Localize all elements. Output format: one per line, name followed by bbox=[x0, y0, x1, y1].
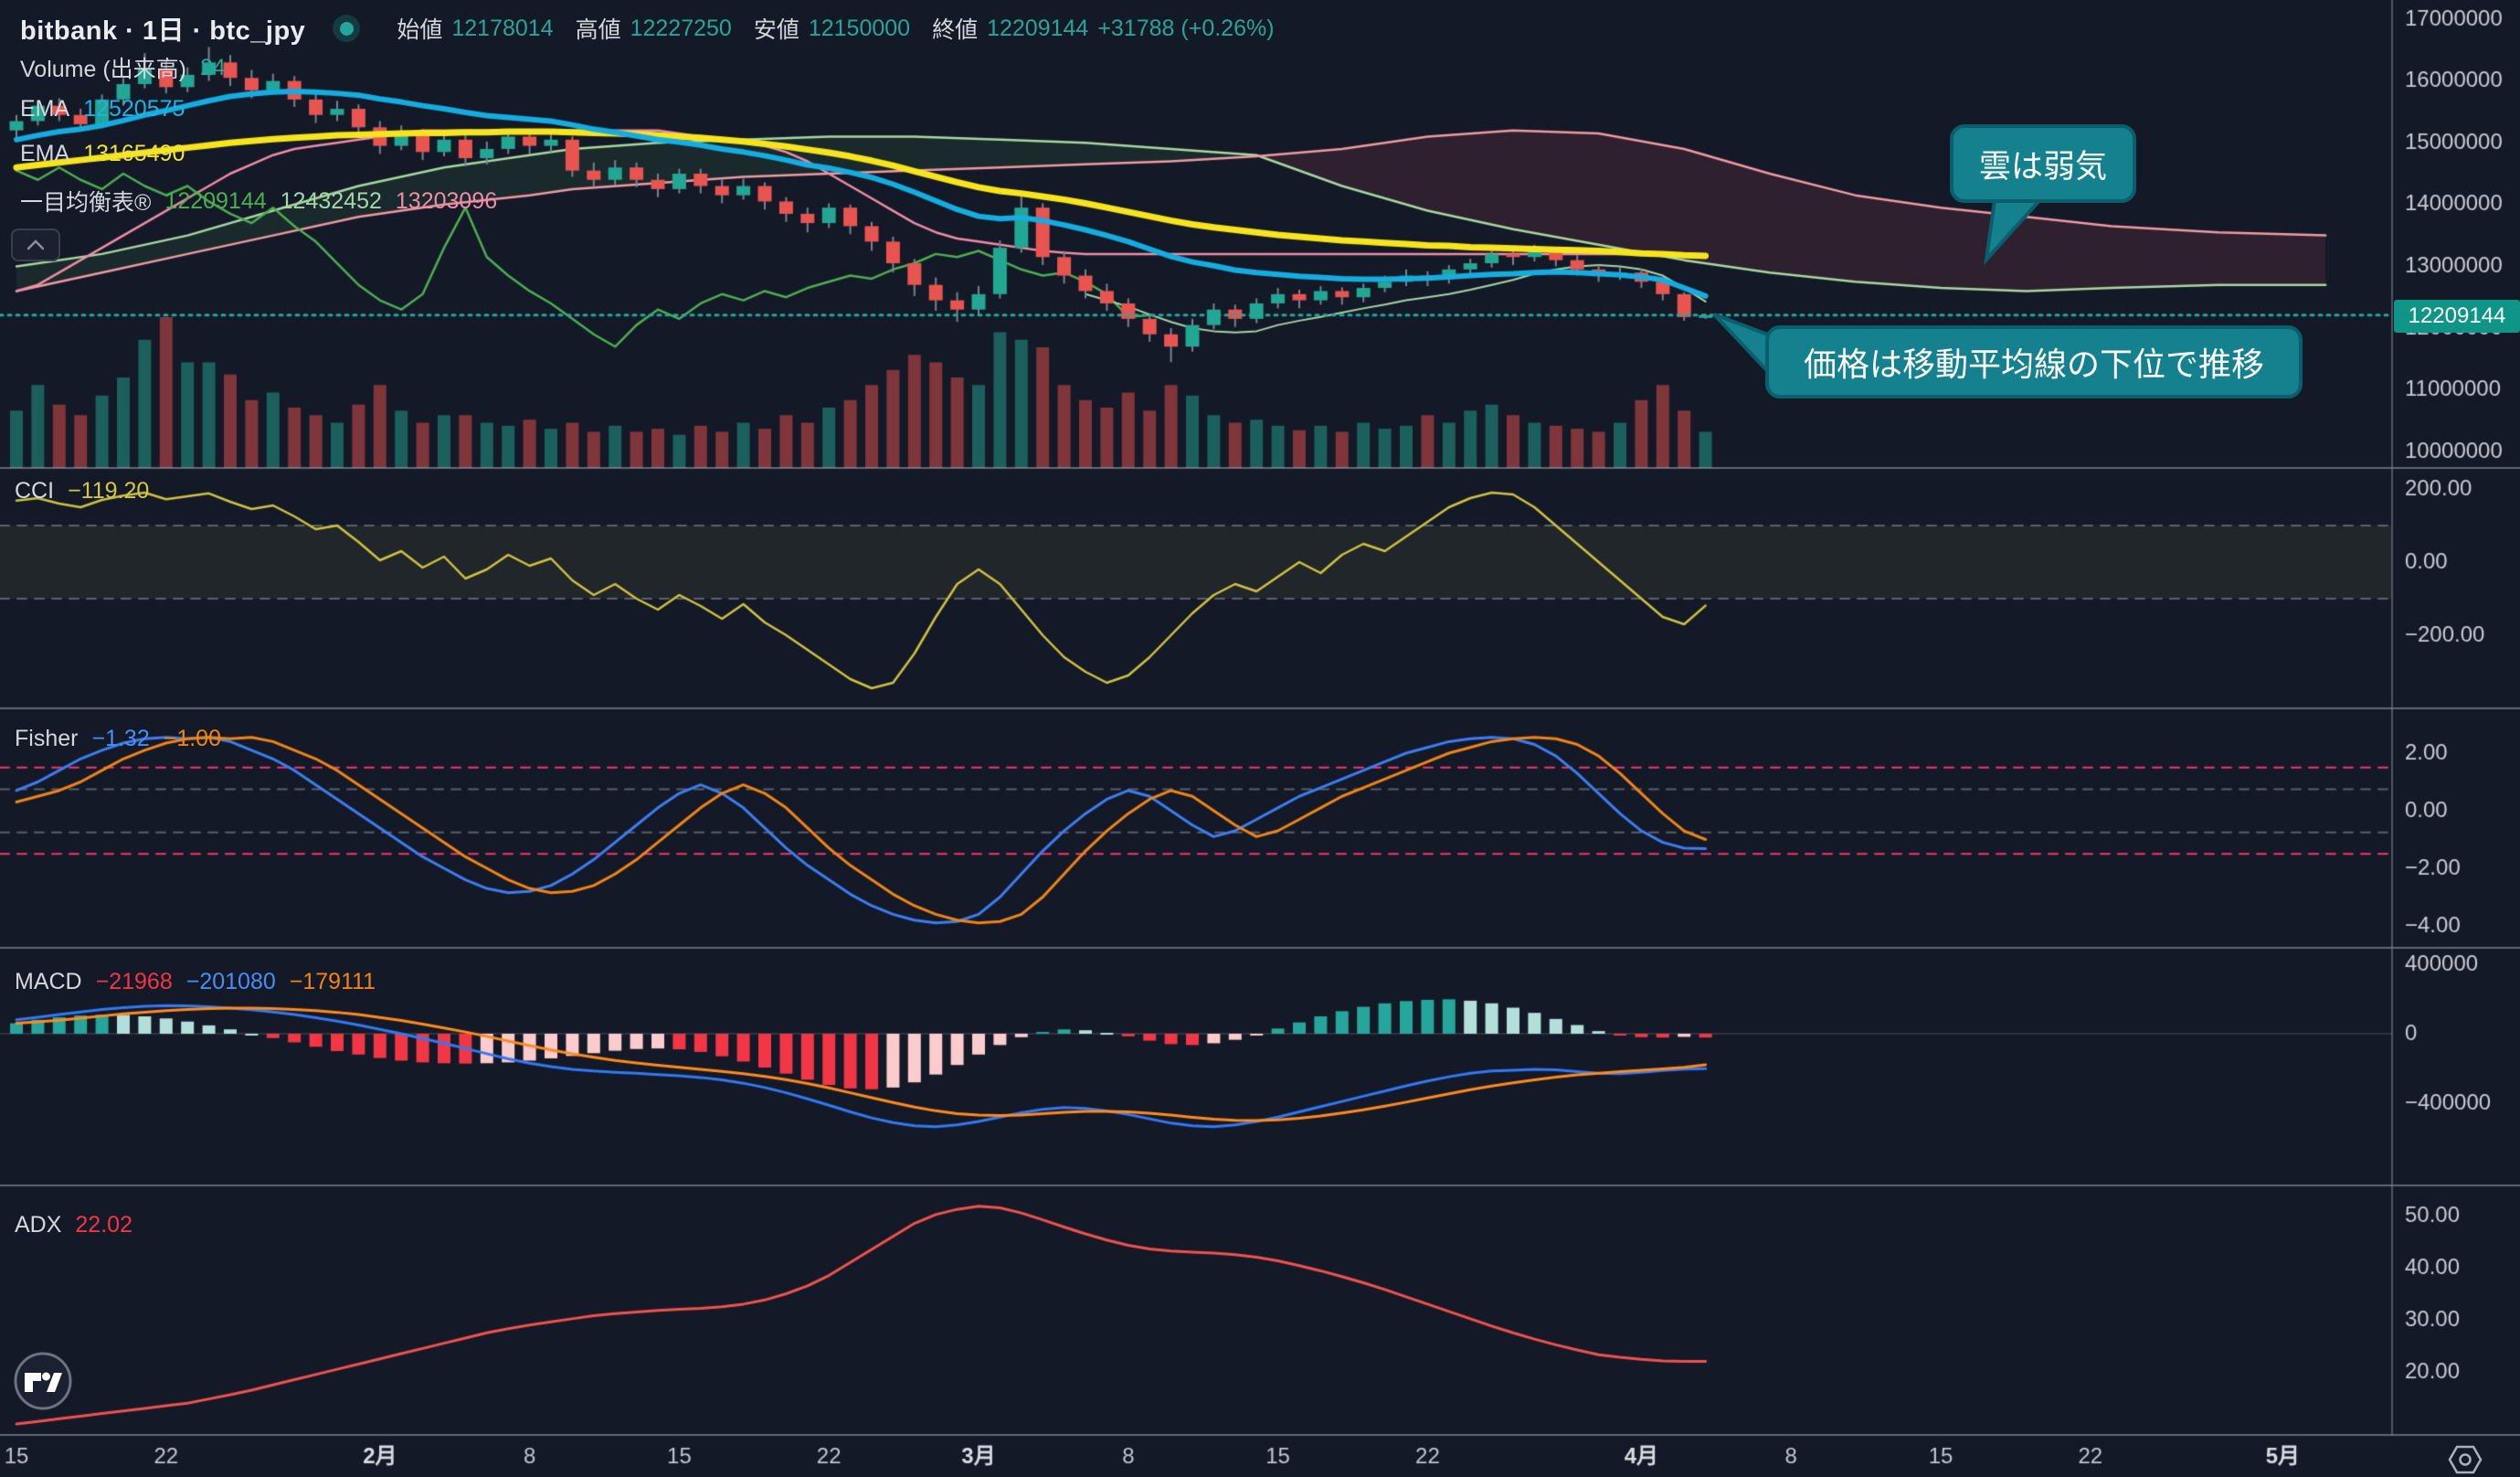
ema-slow-label: EMA bbox=[20, 141, 70, 166]
macd-signal-value: −179111 bbox=[289, 969, 376, 994]
fisher-value: −1.32 bbox=[91, 726, 150, 751]
fisher-trigger-value: −1.00 bbox=[163, 726, 221, 751]
market-status-dot[interactable] bbox=[333, 15, 361, 42]
volume-value: 24 bbox=[199, 54, 226, 80]
legend-collapse-button[interactable] bbox=[11, 228, 60, 261]
low-label: 安値 bbox=[753, 17, 799, 43]
close-label: 終値 bbox=[932, 17, 979, 43]
high-value: 12227250 bbox=[630, 15, 732, 41]
legend-ema-fast[interactable]: EMA 12520575 bbox=[20, 96, 185, 122]
legend-fisher[interactable]: Fisher −1.32 −1.00 bbox=[15, 726, 221, 752]
ema-fast-label: EMA bbox=[20, 96, 70, 122]
low-value: 12150000 bbox=[808, 15, 911, 41]
ema-slow-value: 13165490 bbox=[83, 141, 185, 166]
cloud-bearish-annotation[interactable]: 雲は弱気 bbox=[1950, 124, 2136, 203]
high-label: 高値 bbox=[575, 17, 621, 43]
ohlc-values: 始値 12178014 高値 12227250 安値 12150000 終値 1… bbox=[384, 12, 1274, 45]
legend-macd[interactable]: MACD −21968 −201080 −179111 bbox=[15, 969, 376, 995]
current-price-badge: 12209144 bbox=[2394, 300, 2520, 333]
close-value: 12209144 bbox=[987, 15, 1089, 41]
legend-volume[interactable]: Volume (出来高) 24 bbox=[20, 51, 226, 84]
open-value: 12178014 bbox=[451, 15, 554, 41]
legend-adx[interactable]: ADX 22.02 bbox=[15, 1212, 132, 1238]
fisher-label: Fisher bbox=[15, 726, 79, 751]
price-below-ma-annotation[interactable]: 価格は移動平均線の下位で推移 bbox=[1765, 325, 2303, 398]
macd-label: MACD bbox=[15, 969, 82, 994]
cci-label: CCI bbox=[15, 478, 55, 504]
chevron-up-icon bbox=[26, 239, 45, 250]
legend-ichimoku[interactable]: 一目均衡表® 12209144 12432452 13203096 bbox=[20, 185, 497, 218]
chart-header: bitbank · 1日 · btc_jpy 始値 12178014 高値 12… bbox=[20, 9, 1275, 48]
ichimoku-value-1: 12209144 bbox=[164, 187, 267, 214]
ichimoku-label: 一目均衡表® bbox=[20, 190, 152, 216]
adx-label: ADX bbox=[15, 1212, 62, 1238]
cci-value: −119.20 bbox=[68, 478, 150, 504]
status-dot-core bbox=[339, 21, 354, 36]
adx-value: 22.02 bbox=[75, 1212, 132, 1238]
open-label: 始値 bbox=[397, 17, 443, 43]
ema-fast-value: 12520575 bbox=[83, 96, 185, 122]
legend-cci[interactable]: CCI −119.20 bbox=[15, 478, 149, 505]
volume-label: Volume (出来高) bbox=[20, 57, 186, 82]
symbol-title[interactable]: bitbank · 1日 · btc_jpy bbox=[20, 16, 306, 46]
tradingview-logo[interactable] bbox=[13, 1351, 73, 1416]
change-value: +31788 (+0.26%) bbox=[1097, 15, 1275, 41]
time-axis-settings-icon[interactable] bbox=[2447, 1444, 2483, 1477]
macd-line-value: −201080 bbox=[185, 969, 276, 994]
legend-ema-slow[interactable]: EMA 13165490 bbox=[20, 141, 185, 167]
macd-hist-value: −21968 bbox=[95, 969, 173, 994]
ichimoku-value-3: 13203096 bbox=[395, 187, 498, 214]
tradingview-logo-icon bbox=[14, 1352, 72, 1410]
ichimoku-value-2: 12432452 bbox=[280, 187, 382, 214]
timezone-icon bbox=[2448, 1445, 2483, 1474]
